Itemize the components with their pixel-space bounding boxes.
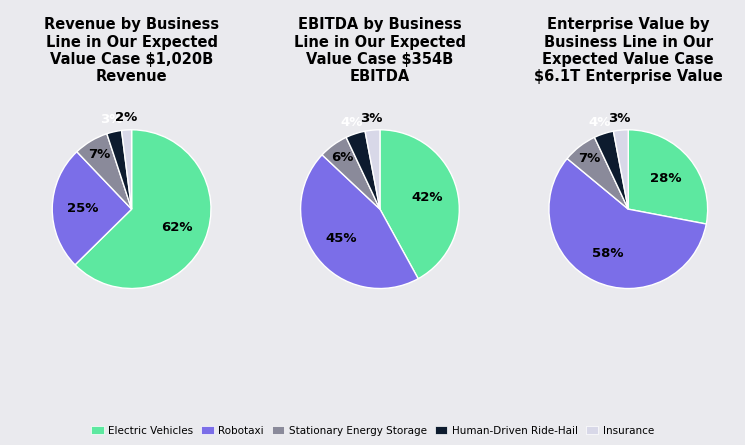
Wedge shape [322,138,380,209]
Wedge shape [549,158,706,288]
Text: 2%: 2% [115,111,137,124]
Wedge shape [77,134,132,209]
Text: 7%: 7% [88,148,110,161]
Wedge shape [107,130,132,209]
Text: 45%: 45% [326,232,358,245]
Text: 62%: 62% [161,222,192,235]
Wedge shape [365,130,380,209]
Text: 4%: 4% [589,116,611,129]
Text: 58%: 58% [592,247,624,259]
Wedge shape [380,130,460,279]
Wedge shape [613,130,628,209]
Text: 28%: 28% [650,172,682,185]
Text: 42%: 42% [411,190,443,203]
Wedge shape [52,152,132,265]
Title: Revenue by Business
Line in Our Expected
Value Case $1,020B
Revenue: Revenue by Business Line in Our Expected… [44,17,219,84]
Title: EBITDA by Business
Line in Our Expected
Value Case $354B
EBITDA: EBITDA by Business Line in Our Expected … [294,17,466,84]
Wedge shape [121,130,132,209]
Wedge shape [346,131,380,209]
Wedge shape [75,130,211,288]
Text: 4%: 4% [340,116,363,129]
Wedge shape [567,138,628,209]
Wedge shape [300,155,418,288]
Text: 6%: 6% [332,151,354,164]
Title: Enterprise Value by
Business Line in Our
Expected Value Case
$6.1T Enterprise Va: Enterprise Value by Business Line in Our… [534,17,723,84]
Legend: Electric Vehicles, Robotaxi, Stationary Energy Storage, Human-Driven Ride-Hail, : Electric Vehicles, Robotaxi, Stationary … [87,421,658,440]
Text: 25%: 25% [67,202,99,215]
Text: 3%: 3% [609,112,631,125]
Wedge shape [628,130,708,224]
Text: 7%: 7% [578,153,600,166]
Text: 3%: 3% [360,112,382,125]
Text: 3%: 3% [101,113,123,126]
Wedge shape [595,131,628,209]
